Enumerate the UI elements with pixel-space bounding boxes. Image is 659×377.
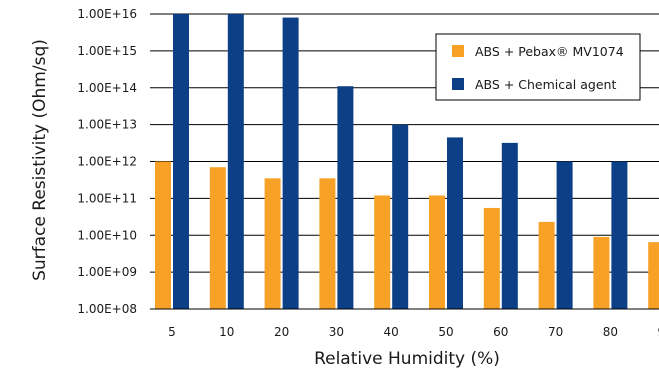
legend-box (435, 33, 641, 101)
y-tick-label: 1.00E+11 (77, 191, 137, 205)
x-tick-label: 30 (329, 325, 344, 339)
bar-chemical (282, 17, 299, 310)
x-tick-label: 90 (658, 325, 659, 339)
x-tick-label: 5 (168, 325, 176, 339)
y-tick-label: 1.00E+15 (77, 44, 137, 58)
x-tick-label: 10 (219, 325, 234, 339)
x-tick-label: 20 (274, 325, 289, 339)
x-tick-label: 40 (384, 325, 399, 339)
bar-pebax (483, 207, 500, 309)
legend-label-chemical: ABS + Chemical agent (475, 77, 616, 92)
x-tick-label: 50 (438, 325, 453, 339)
x-tick-label: 60 (493, 325, 508, 339)
y-tick-label: 1.00E+13 (77, 118, 137, 132)
bar-pebax (209, 167, 226, 309)
x-axis-title: Relative Humidity (%) (314, 349, 500, 369)
bar-chemical (227, 14, 244, 309)
bar-chemical (173, 14, 189, 309)
bar-chemical (556, 161, 573, 309)
y-tick-label: 1.00E+09 (77, 265, 137, 279)
y-tick-label: 1.00E+08 (77, 302, 137, 316)
y-axis-title: Surface Resistivity (Ohm/sq) (30, 39, 50, 281)
bar-pebax (593, 236, 610, 309)
bar-pebax (538, 221, 555, 309)
bar-chemical (501, 142, 518, 309)
bar-chemical (337, 86, 354, 309)
legend-swatch-pebax (452, 45, 464, 57)
bar-pebax (374, 195, 391, 309)
legend: ABS + Pebax® MV1074 ABS + Chemical agent (435, 33, 641, 101)
bar-pebax (155, 161, 171, 309)
y-tick-label: 1.00E+14 (77, 81, 137, 95)
bar-pebax (319, 178, 336, 309)
bars (155, 14, 659, 310)
legend-label-pebax: ABS + Pebax® MV1074 (475, 44, 624, 59)
bar-pebax (648, 242, 659, 309)
x-tick-labels: 5 10 20 30 40 50 60 70 80 90 (168, 325, 659, 339)
x-tick-label: 70 (548, 325, 563, 339)
y-tick-label: 1.00E+10 (77, 228, 137, 242)
bar-chemical (447, 137, 463, 309)
bar-pebax (429, 195, 445, 309)
y-tick-labels: 1.00E+08 1.00E+09 1.00E+10 1.00E+11 1.00E+12… (77, 7, 137, 316)
x-tick-label: 80 (603, 325, 618, 339)
legend-swatch-chemical (452, 78, 464, 90)
bar-pebax (264, 178, 281, 309)
bar-chemical (611, 161, 628, 309)
bar-chemical (392, 124, 409, 309)
y-tick-label: 1.00E+16 (77, 7, 137, 21)
y-tick-label: 1.00E+12 (77, 155, 137, 169)
